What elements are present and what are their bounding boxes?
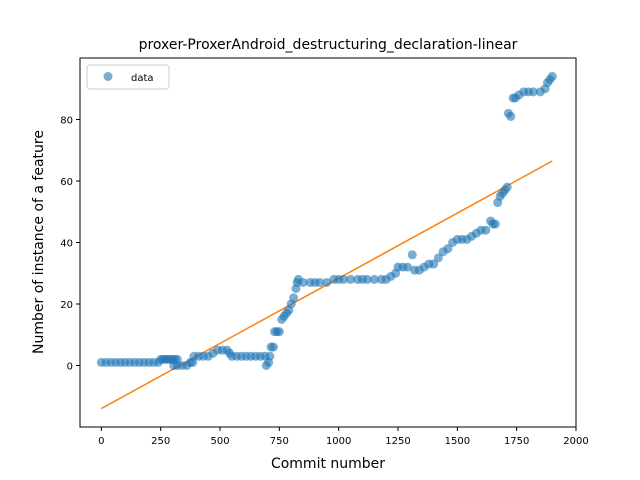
chart-title: proxer-ProxerAndroid_destructuring_decla… (139, 37, 518, 53)
data-point (298, 277, 308, 287)
y-tick-label: 20 (60, 300, 73, 311)
x-tick-label: 1000 (326, 436, 351, 447)
x-tick-label: 1500 (445, 436, 470, 447)
x-tick-label: 1750 (504, 436, 529, 447)
data-point (338, 274, 348, 284)
data-point (322, 277, 332, 287)
x-axis-label: Commit number (271, 456, 385, 472)
x-tick-label: 500 (210, 436, 229, 447)
x-tick-label: 1250 (385, 436, 410, 447)
y-tick-label: 40 (60, 239, 73, 250)
legend: data (86, 64, 170, 90)
data-point (443, 244, 453, 254)
data-point (502, 182, 512, 192)
data-point (369, 274, 379, 284)
data-point (433, 253, 443, 263)
x-tick-label: 0 (98, 436, 104, 447)
data-point (429, 259, 439, 269)
y-axis: 0 20 40 60 80 (60, 116, 80, 373)
data-point (528, 87, 538, 97)
plot-area (79, 57, 577, 428)
data-point (490, 219, 500, 229)
data-point (403, 262, 413, 272)
y-axis-label: Number of instance of a feature (31, 130, 47, 354)
data-point (289, 293, 299, 303)
data-point (407, 250, 417, 260)
legend-box (86, 64, 170, 90)
data-point (547, 71, 557, 81)
data-point (346, 274, 356, 284)
x-axis: 0 250 500 750 1000 1250 1500 1750 2000 (98, 427, 589, 447)
legend-marker-data (103, 72, 113, 81)
x-tick-label: 750 (270, 436, 289, 447)
plot-background (80, 58, 576, 427)
data-point (315, 277, 325, 287)
data-point (362, 274, 372, 284)
legend-label-data: data (131, 73, 154, 84)
data-point (481, 225, 491, 235)
data-point (268, 342, 278, 352)
data-point (506, 111, 516, 121)
data-point (274, 327, 284, 337)
data-point (265, 351, 275, 361)
y-tick-label: 0 (67, 362, 73, 373)
x-tick-label: 2000 (563, 436, 588, 447)
y-tick-label: 60 (60, 177, 73, 188)
scatter-layer (96, 71, 557, 370)
x-tick-label: 250 (151, 436, 170, 447)
y-tick-label: 80 (60, 116, 73, 127)
